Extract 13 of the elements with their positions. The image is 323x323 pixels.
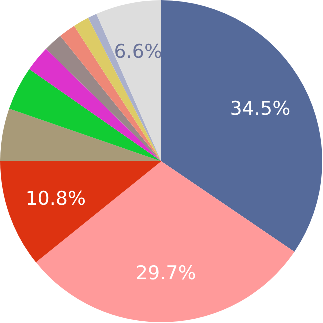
pie-slice (74, 18, 162, 162)
data-label: 29.7% (136, 262, 196, 284)
pie-slice (46, 36, 162, 162)
pie-slice (0, 108, 162, 162)
data-label: 10.8% (26, 188, 86, 210)
pie-slice (60, 26, 162, 162)
pie-slice (88, 14, 162, 162)
pie-slice (162, 0, 322, 252)
pie-slice (0, 162, 162, 263)
pie-slice (96, 0, 162, 162)
data-label: 34.5% (230, 98, 291, 120)
data-label: 6.6% (114, 40, 163, 63)
pie-slice (9, 69, 162, 162)
